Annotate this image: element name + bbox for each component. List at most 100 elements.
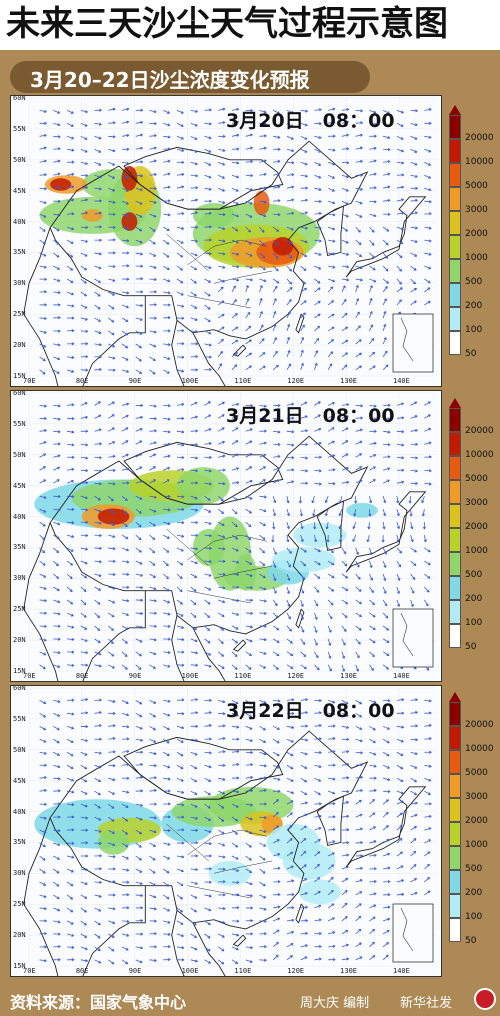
- wind-arrowhead: [263, 665, 266, 669]
- wind-arrowhead: [167, 303, 171, 307]
- wind-arrowhead: [277, 789, 281, 793]
- wind-arrowhead: [44, 776, 47, 780]
- wind-vector-icon: [341, 944, 349, 948]
- wind-vector-icon: [190, 803, 198, 808]
- wind-arrowhead: [208, 521, 212, 525]
- wind-arrowhead: [153, 265, 157, 269]
- wind-vector-icon: [53, 404, 61, 407]
- wind-arrowhead: [181, 663, 185, 667]
- wind-vector-icon: [327, 414, 335, 419]
- wind-arrowhead: [332, 815, 336, 819]
- legend-arrow: [449, 105, 461, 115]
- wind-vector-icon: [66, 751, 74, 757]
- wind-arrowhead: [304, 878, 308, 882]
- wind-vector-icon: [369, 586, 374, 593]
- wind-vector-icon: [273, 777, 281, 781]
- wind-vector-icon: [259, 135, 267, 137]
- wind-arrowhead: [383, 311, 387, 314]
- wind-arrowhead: [153, 172, 157, 177]
- wind-arrowhead: [386, 228, 390, 232]
- wind-vector-icon: [259, 712, 266, 718]
- wind-arrowhead: [318, 826, 322, 830]
- wind-vector-icon: [94, 187, 102, 190]
- wind-arrowhead: [126, 725, 130, 729]
- wind-arrowhead: [250, 108, 253, 113]
- wind-arrowhead: [154, 945, 157, 949]
- wind-vector-icon: [217, 959, 225, 965]
- wind-arrowhead: [236, 175, 239, 179]
- wind-vector-icon: [341, 415, 349, 419]
- wind-vector-icon: [300, 711, 308, 714]
- wind-vector-icon: [39, 521, 46, 527]
- wind-arrowhead: [166, 536, 170, 539]
- wind-arrowhead: [287, 591, 290, 594]
- wind-arrowhead: [126, 790, 130, 794]
- wind-arrowhead: [360, 121, 363, 125]
- wind-arrowhead: [396, 526, 400, 530]
- wind-vector-icon: [300, 738, 308, 741]
- wind-arrowhead: [166, 588, 170, 592]
- wind-vector-icon: [355, 278, 363, 281]
- wind-arrowhead: [383, 298, 387, 302]
- wind-arrowhead: [208, 818, 212, 821]
- wind-arrowhead: [286, 526, 290, 530]
- wind-vector-icon: [204, 317, 211, 323]
- wind-arrowhead: [428, 711, 432, 715]
- wind-arrowhead: [153, 330, 157, 334]
- wind-arrowhead: [290, 865, 294, 869]
- wind-vector-icon: [328, 161, 335, 165]
- wind-arrowhead: [304, 136, 308, 140]
- wind-vector-icon: [190, 265, 197, 271]
- wind-vector-icon: [108, 777, 116, 781]
- wind-arrowhead: [273, 324, 277, 327]
- legend-swatch: [449, 331, 461, 355]
- wind-arrowhead: [70, 753, 74, 757]
- wind-vector-icon: [231, 638, 238, 644]
- wind-vector-icon: [382, 612, 389, 619]
- wind-arrowhead: [111, 401, 115, 405]
- wind-vector-icon: [190, 560, 198, 564]
- legend-label: 10000: [465, 450, 494, 460]
- wind-arrowhead: [360, 416, 363, 420]
- wind-vector-icon: [355, 573, 361, 580]
- wind-vector-icon: [94, 764, 102, 769]
- wind-vector-icon: [312, 496, 315, 503]
- wind-arrowhead: [209, 199, 212, 203]
- wind-vector-icon: [121, 304, 129, 308]
- wind-arrowhead: [154, 277, 157, 282]
- wind-vector-icon: [108, 664, 115, 669]
- dust-concentration-area: [272, 547, 336, 573]
- wind-arrowhead: [316, 589, 320, 593]
- wind-arrowhead: [305, 711, 308, 715]
- wind-vector-icon: [355, 814, 363, 818]
- wind-vector-icon: [94, 161, 102, 166]
- wind-vector-icon: [80, 122, 88, 127]
- wind-vector-icon: [396, 122, 404, 127]
- wind-arrowhead: [140, 775, 143, 780]
- wind-vector-icon: [108, 842, 116, 846]
- legend-label: 100: [465, 325, 483, 335]
- wind-vector-icon: [286, 612, 291, 620]
- wind-vector-icon: [204, 304, 211, 310]
- wind-vector-icon: [286, 651, 294, 656]
- wind-arrowhead: [208, 252, 212, 256]
- wind-vector-icon: [259, 278, 267, 282]
- wind-arrowhead: [263, 495, 267, 499]
- wind-vector-icon: [176, 239, 184, 244]
- wind-vector-icon: [80, 495, 88, 499]
- wind-arrowhead: [277, 713, 281, 717]
- wind-arrowhead: [373, 752, 377, 756]
- wind-arrowhead: [339, 500, 343, 504]
- wind-vector-icon: [327, 852, 335, 857]
- wind-arrowhead: [140, 946, 143, 950]
- wind-arrowhead: [359, 827, 363, 831]
- wind-vector-icon: [176, 777, 184, 782]
- wind-arrowhead: [290, 110, 294, 114]
- wind-arrowhead: [346, 762, 350, 767]
- wind-arrowhead: [112, 121, 116, 125]
- wind-vector-icon: [300, 430, 308, 432]
- wind-arrowhead: [248, 524, 252, 528]
- wind-arrowhead: [371, 242, 375, 246]
- wind-vector-icon: [259, 725, 266, 731]
- wind-arrowhead: [346, 108, 350, 112]
